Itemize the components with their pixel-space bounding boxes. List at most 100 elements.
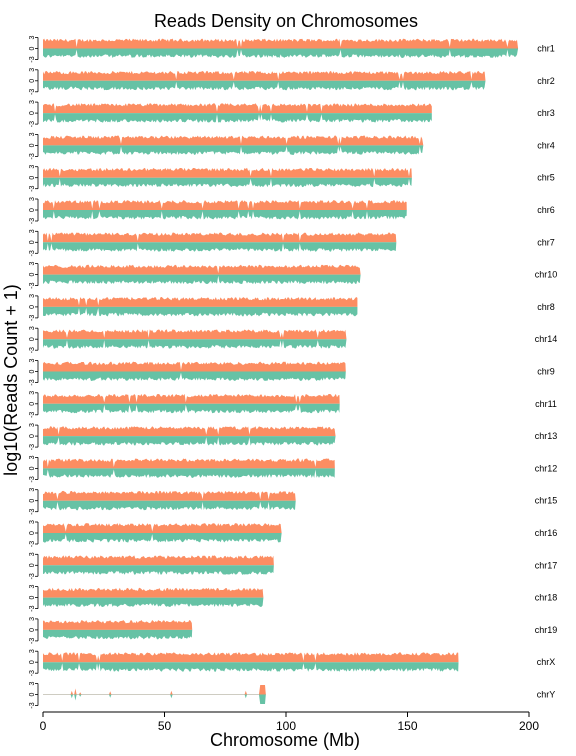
track-y-tick-label: 0 [29,466,36,470]
reverse-coverage-chr2 [43,80,486,91]
forward-coverage-chr14 [43,329,347,340]
forward-coverage-chr1 [43,38,519,49]
track-y-tick-label: -3 [29,218,36,224]
track-y-tick-label: 3 [29,358,36,362]
track-y-tick-label: -3 [29,347,36,353]
track-y-tick-label: -3 [29,476,36,482]
track-y-tick-label: 3 [29,649,36,653]
track-y-tick-label: -3 [29,121,36,127]
reverse-coverage-chr19 [43,629,193,640]
forward-coverage-chr8 [43,297,358,307]
reverse-coverage-chr1 [43,48,519,59]
track-y-tick-label: -3 [29,185,36,191]
chromosome-label: chr10 [535,270,558,280]
forward-coverage-chr4 [43,135,424,146]
forward-coverage-chr9 [43,361,346,372]
forward-coverage-chr2 [43,70,486,81]
track-y-tick-label: 3 [29,552,36,556]
forward-coverage-chr17 [43,555,274,566]
track-chr6: 3 0 -3 chr6 [29,197,555,224]
chromosome-label: chr8 [537,302,555,312]
forward-coverage-chrX [43,652,459,663]
forward-coverage-chr3 [43,103,432,114]
track-chr4: 3 0 -3 chr4 [29,132,555,159]
chromosome-tracks: 30-3chr130-3chr230-3chr330-3chr430-3chr5… [29,35,557,708]
reverse-coverage-chr12 [43,468,335,478]
x-tick-label: 100 [276,719,296,733]
track-chrX: 3 0 -3 chrX [29,649,555,676]
track-y-tick-label: 0 [29,143,36,147]
chart-title: Reads Density on Chromosomes [154,11,418,31]
x-tick-label: 50 [158,719,172,733]
track-y-tick-label: -3 [29,605,36,611]
chromosome-label: chr12 [535,463,558,473]
track-y-tick-label: 0 [29,369,36,373]
track-chr9: 3 0 -3 chr9 [29,358,555,385]
track-y-tick-label: -3 [29,638,36,644]
track-y-tick-label: 0 [29,176,36,180]
reverse-coverage-chr11 [43,403,340,414]
track-y-tick-label: -3 [29,541,36,547]
track-y-tick-label: 0 [29,596,36,600]
x-tick-label: 150 [397,719,417,733]
track-y-tick-label: 0 [29,208,36,212]
forward-coverage-chr5 [43,167,412,178]
chromosome-label: chr5 [537,173,555,183]
track-y-tick-label: 3 [29,68,36,72]
track-y-tick-label: -3 [29,702,36,708]
track-chr5: 3 0 -3 chr5 [29,165,555,192]
track-y-tick-label: 0 [29,563,36,567]
track-y-tick-label: -3 [29,670,36,676]
track-y-tick-label: 3 [29,488,36,492]
forward-coverage-chr13 [43,426,336,437]
track-y-tick-label: 3 [29,423,36,427]
chromosome-label: chr7 [537,237,555,247]
reverse-coverage-chr9 [43,371,346,381]
track-y-tick-label: 3 [29,585,36,589]
chromosome-label: chr3 [537,108,555,118]
track-y-tick-label: -3 [29,508,36,514]
chromosome-label: chr19 [535,625,558,635]
chromosome-label: chr11 [535,399,557,409]
track-chr8: 3 0 -3 chr8 [29,294,555,321]
y-axis-label: log10(Reads Count + 1) [1,284,21,476]
track-y-tick-label: -3 [29,56,36,62]
chromosome-label: chr15 [535,496,558,506]
forward-coverage-chr6 [43,200,407,210]
track-y-tick-label: -3 [29,573,36,579]
chromosome-label: chrY [537,690,556,700]
track-y-tick-label: 3 [29,35,36,39]
track-chr15: 3 0 -3 chr15 [29,488,557,515]
track-y-tick-label: 0 [29,305,36,309]
chromosome-label: chr1 [537,44,555,54]
track-chr11: 3 0 -3 chr11 [29,391,557,418]
track-y-tick-label: -3 [29,412,36,418]
chromosome-label: chr2 [537,76,555,86]
chromosome-label: chr14 [535,334,558,344]
track-y-tick-label: -3 [29,153,36,159]
track-y-tick-label: 3 [29,326,36,330]
reverse-coverage-chr14 [43,339,347,349]
forward-coverage-chr7 [43,232,397,243]
track-chr2: 3 0 -3 chr2 [29,68,555,95]
chromosome-label: chr6 [537,205,555,215]
track-y-tick-label: 0 [29,692,36,696]
reverse-coverage-chr7 [43,242,397,252]
track-y-tick-label: 3 [29,520,36,524]
chromosome-label: chr13 [535,431,558,441]
track-y-tick-label: 0 [29,79,36,83]
track-chr3: 3 0 -3 chr3 [29,100,555,127]
track-y-tick-label: 3 [29,617,36,621]
track-y-tick-label: 0 [29,273,36,277]
chromosome-label: chr18 [535,593,558,603]
forward-coverage-chr11 [43,393,340,404]
track-y-tick-label: 3 [29,681,36,685]
reverse-coverage-chrX [43,662,459,672]
forward-coverage-chr15 [43,490,296,501]
x-tick-label: 0 [40,719,47,733]
track-y-tick-label: 3 [29,165,36,169]
track-y-tick-label: 3 [29,100,36,104]
track-y-tick-label: 0 [29,240,36,244]
reverse-coverage-chrY [43,694,266,705]
